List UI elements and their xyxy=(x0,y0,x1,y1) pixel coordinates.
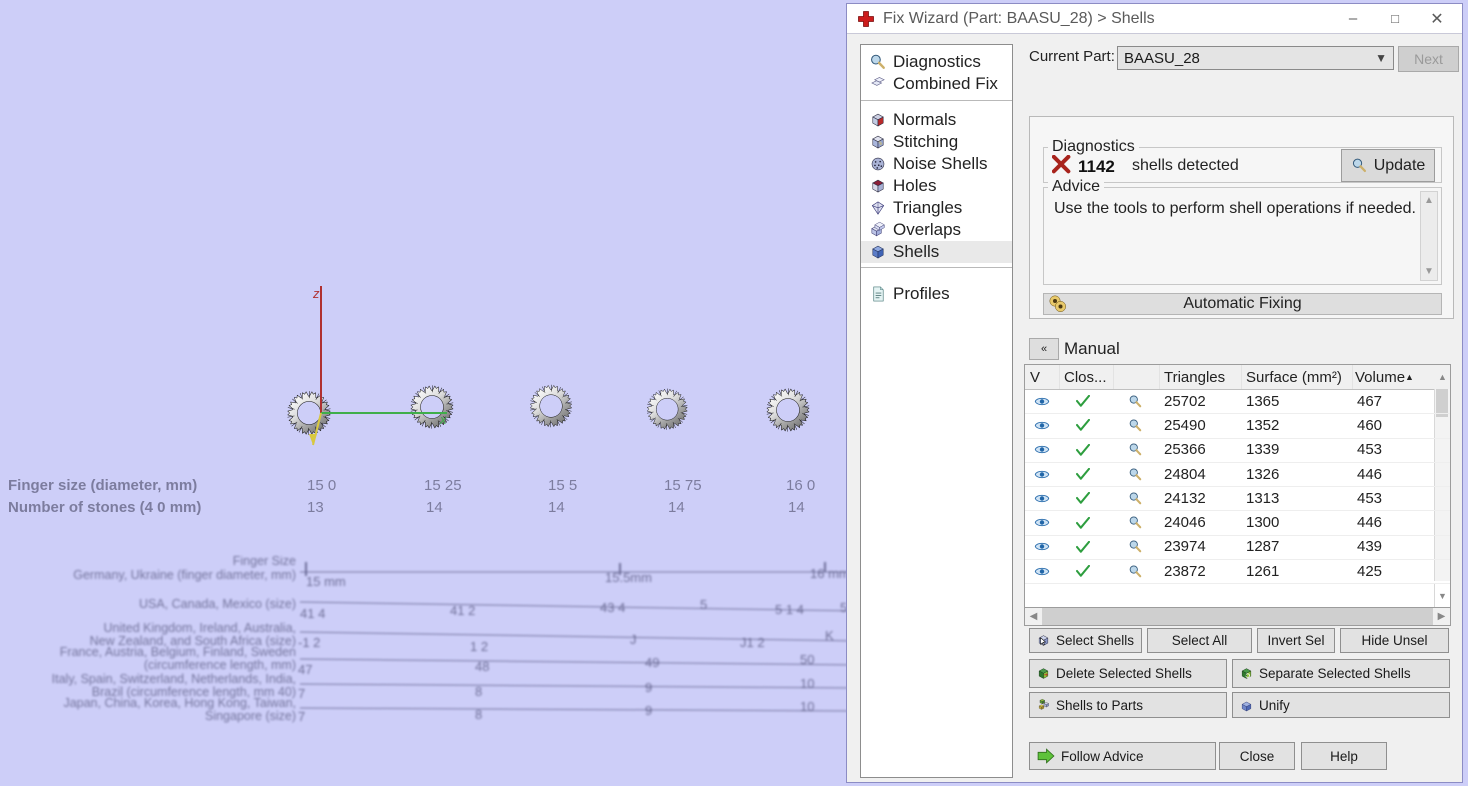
svg-text:15 mm: 15 mm xyxy=(306,574,346,589)
svg-text:France, Austria, Belgium, Finl: France, Austria, Belgium, Finland, Swede… xyxy=(60,645,296,659)
svg-text:J: J xyxy=(630,632,637,647)
svg-text:(circumference length, mm): (circumference length, mm) xyxy=(144,658,296,672)
svg-text:48: 48 xyxy=(475,659,489,674)
svg-text:Germany, Ukraine (finger diame: Germany, Ukraine (finger diameter, mm) xyxy=(73,568,296,582)
svg-text:United Kingdom, Ireland, Austr: United Kingdom, Ireland, Australia, xyxy=(104,621,296,635)
svg-text:5: 5 xyxy=(700,597,707,612)
svg-text:x: x xyxy=(439,412,447,427)
svg-text:Japan, China, Korea, Hong Kong: Japan, China, Korea, Hong Kong, Taiwan, xyxy=(63,696,296,710)
svg-text:41 2: 41 2 xyxy=(450,603,475,618)
svg-text:15.5mm: 15.5mm xyxy=(605,570,652,585)
svg-text:10: 10 xyxy=(800,676,814,691)
svg-text:9: 9 xyxy=(645,703,652,718)
svg-text:43 4: 43 4 xyxy=(600,600,625,615)
svg-text:8: 8 xyxy=(475,684,482,699)
svg-text:1 2: 1 2 xyxy=(470,639,488,654)
svg-text:7: 7 xyxy=(298,686,305,701)
svg-text:5 1 4: 5 1 4 xyxy=(775,602,804,617)
svg-text:Singapore (size): Singapore (size) xyxy=(205,709,296,723)
svg-text:16 mm: 16 mm xyxy=(810,566,850,581)
svg-text:Finger Size: Finger Size xyxy=(233,556,296,568)
svg-text:Italy, Spain, Switzerland, Net: Italy, Spain, Switzerland, Netherlands, … xyxy=(52,672,296,686)
svg-text:10: 10 xyxy=(800,699,814,714)
svg-text:J1 2: J1 2 xyxy=(740,635,765,650)
svg-text:49: 49 xyxy=(645,655,659,670)
svg-text:47: 47 xyxy=(298,662,312,677)
svg-text:41 4: 41 4 xyxy=(300,606,325,621)
svg-text:z: z xyxy=(312,286,320,301)
svg-text:K: K xyxy=(825,628,834,643)
svg-text:9: 9 xyxy=(645,680,652,695)
svg-text:50: 50 xyxy=(800,652,814,667)
svg-text:7: 7 xyxy=(298,709,305,724)
svg-text:-1 2: -1 2 xyxy=(298,635,320,650)
svg-text:8: 8 xyxy=(475,707,482,722)
svg-text:USA, Canada, Mexico (size): USA, Canada, Mexico (size) xyxy=(139,597,296,611)
